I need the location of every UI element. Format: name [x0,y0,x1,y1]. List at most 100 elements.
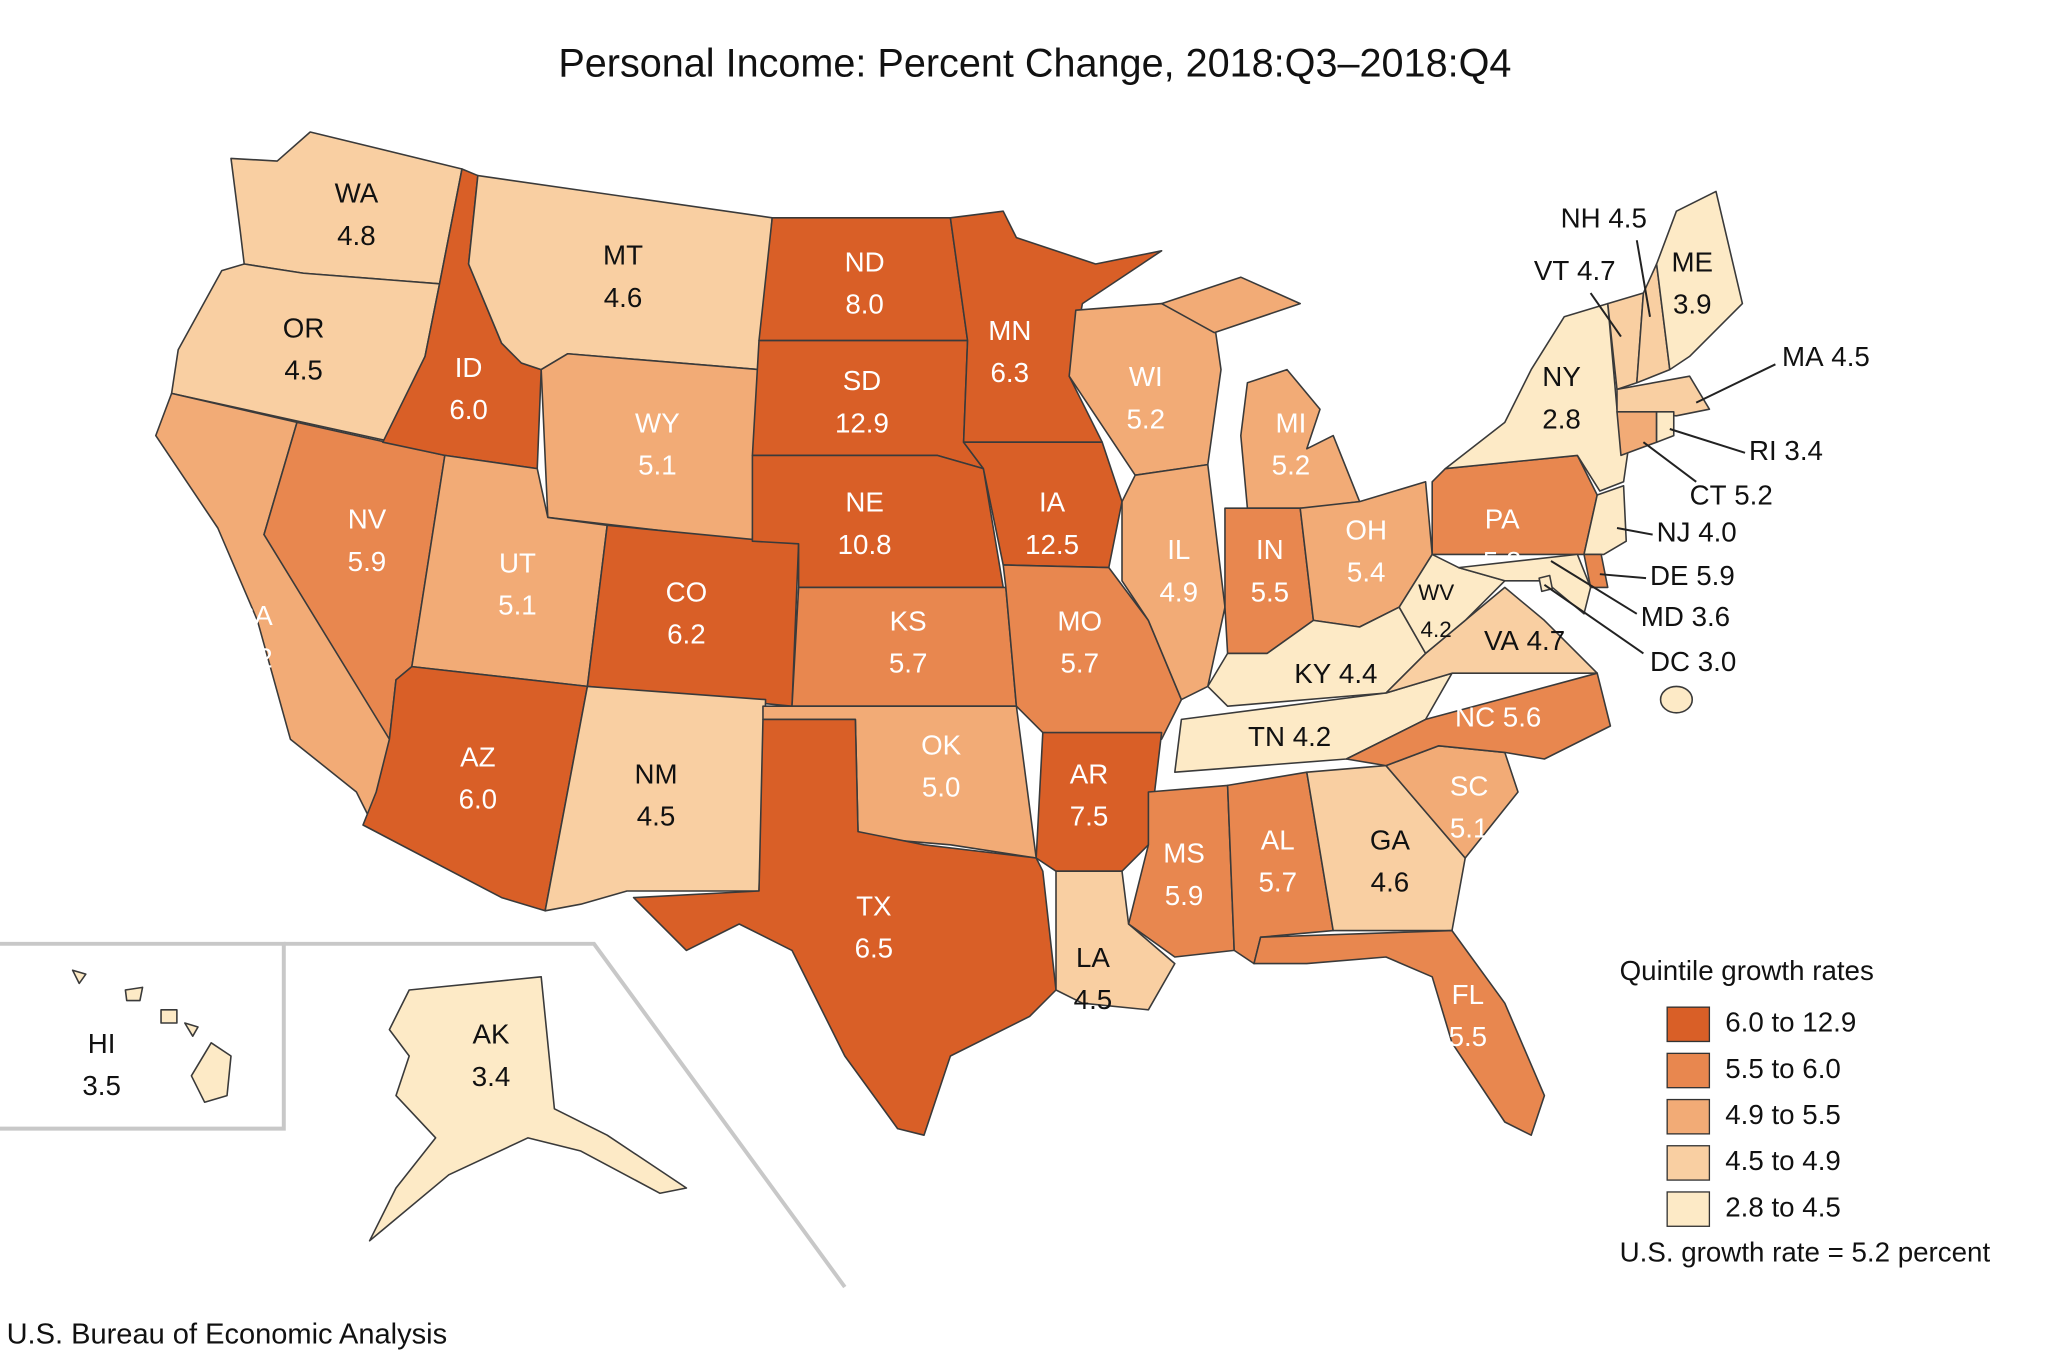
state-label: FL [1452,979,1484,1010]
state-label: SD [843,365,882,396]
state-abbr: NH [1561,203,1601,234]
state-shape [467,174,773,371]
state-value: 5.9 [348,546,387,577]
leader-line [1616,527,1653,536]
state-value: 4.5 [1074,984,1113,1015]
state-shape [190,1042,232,1103]
state-value: 4.7 [1577,256,1616,287]
state-label: RI 3.4 [1749,435,1823,466]
state-value: 5.6 [1503,702,1542,733]
legend-label: 4.5 to 4.9 [1725,1145,1841,1176]
state-shape [1306,764,1466,932]
source: U.S. Bureau of Economic Analysis [7,1319,448,1351]
state-value: 5.1 [1450,813,1489,844]
state-label: NY [1542,361,1581,392]
state-value: 4.5 [1831,341,1870,372]
map-canvas: Personal Income: Percent Change, 2018:Q3… [0,41,1990,1351]
state-label: ME [1671,246,1713,277]
state-label: KS [890,605,927,636]
state-abbr: MD [1641,601,1684,632]
leader-line [1589,292,1622,338]
state-label: MT [603,240,643,271]
state-value: 3.4 [1784,435,1823,466]
state-shape [1583,553,1609,589]
state-label: PA [1485,504,1520,535]
state-value: 12.9 [835,407,889,438]
state-label: CO [666,576,708,607]
state-label: NE [845,487,884,518]
state-shape [586,524,800,707]
state-shape-part [71,969,87,985]
state-shape [544,685,767,912]
state-shape [758,217,969,342]
state-abbr: VT [1534,256,1569,287]
state-value: 3.6 [1692,601,1731,632]
state-abbr: CT [1690,480,1727,511]
state-abbr: TN [1248,722,1285,753]
state-shape [751,339,985,470]
state-label: TN 4.2 [1248,722,1331,753]
state-label: AZ [460,741,495,772]
state-label: IN [1256,534,1284,565]
state-value: 3.9 [1673,289,1712,320]
state-label: MD 3.6 [1641,601,1730,632]
state-label: NV [348,504,387,535]
leader-line [1635,240,1651,317]
state-shape [1240,368,1361,509]
legend-label: 5.5 to 6.0 [1725,1053,1841,1084]
state-label: TX [856,890,891,921]
state-value: 12.5 [1025,529,1079,560]
state-value: 5.9 [1165,880,1204,911]
state-label: KY 4.4 [1294,658,1377,689]
state-value: 5.1 [498,590,537,621]
state-value: 5.7 [1060,648,1099,679]
legend-swatch [1666,1052,1711,1089]
state-label: ID [455,352,483,383]
state-shape [1457,553,1592,615]
state-value: 5.2 [1272,450,1311,481]
state-label: CT 5.2 [1690,480,1773,511]
state-label: ND [845,246,885,277]
state-value: 6.0 [459,784,498,815]
state-abbr: KY [1294,658,1331,689]
state-shape [1121,463,1226,701]
state-shape [1253,929,1546,1136]
state-label: AR [1070,758,1109,789]
state-value: 5.1 [638,450,677,481]
state-label: MS [1163,838,1205,869]
state-value: 4.5 [284,355,323,386]
state-value: 4.6 [1371,867,1410,898]
legend-swatch [1666,1098,1711,1135]
state-shape [1655,411,1675,443]
state-label: GA [1370,824,1411,855]
state-shape [1055,870,1176,1011]
state-label: VT 4.7 [1534,256,1616,287]
state-shape-part [1160,276,1301,334]
state-abbr: DE [1650,560,1689,591]
state-label: NJ 4.0 [1657,517,1737,548]
state-value: 3.5 [82,1070,121,1101]
state-label: CA [234,600,273,631]
state-label: OR [283,312,325,343]
state-value: 4.2 [1293,722,1332,753]
state-value: 5.7 [889,648,928,679]
state-shape [1345,672,1612,767]
state-value: 5.2 [1734,480,1773,511]
state-label: AK [473,1019,510,1050]
state-label: OH [1345,514,1387,545]
state-label: WY [635,407,680,438]
inset-border [283,941,847,1289]
state-label: MA 4.5 [1782,341,1870,372]
state-abbr: NC [1455,702,1495,733]
state-abbr: DC [1650,646,1690,677]
state-value: 4.7 [1527,625,1566,656]
state-value: 5.7 [1258,867,1297,898]
state-label: MI [1276,407,1307,438]
legend-title: Quintile growth rates [1620,955,1874,986]
state-label: MO [1057,605,1102,636]
leader-line [1642,441,1697,483]
state-value: 6.0 [449,394,488,425]
state-value: 5.5 [1449,1021,1488,1052]
state-shape-part [184,1022,199,1037]
